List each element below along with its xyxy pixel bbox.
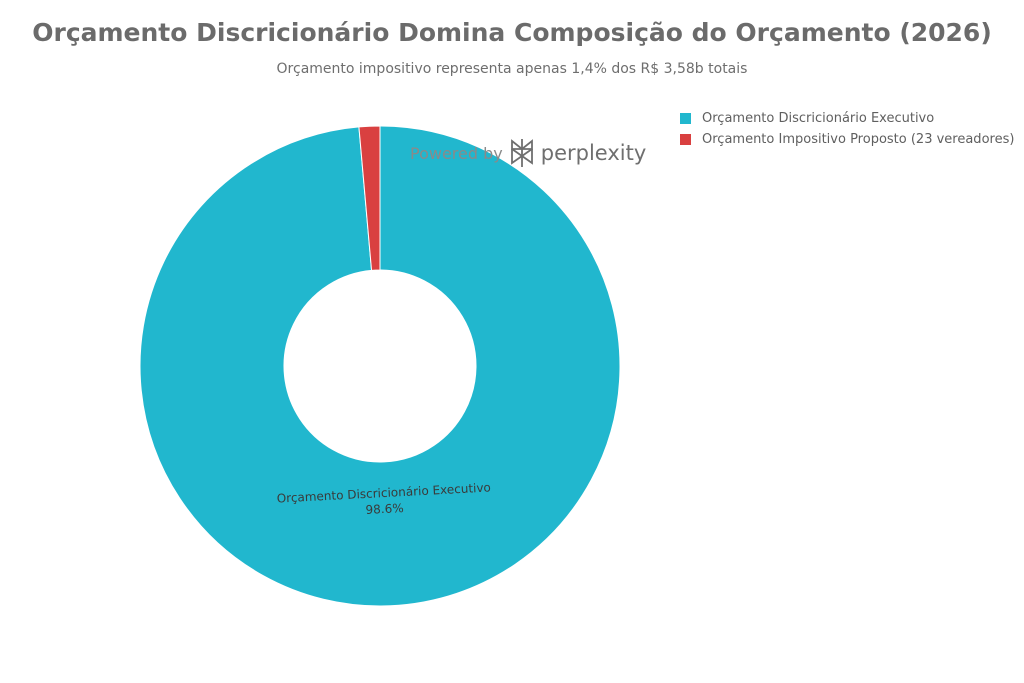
legend-label-impositivo: Orçamento Impositivo Proposto (23 veread… — [702, 132, 1015, 147]
watermark-brand: perplexity — [540, 141, 647, 165]
legend-swatch-impositivo — [680, 134, 691, 145]
legend-swatch-discricionario — [680, 113, 691, 124]
legend-item-discricionario[interactable]: Orçamento Discricionário Executivo — [680, 108, 1014, 129]
chart-title: Orçamento Discricionário Domina Composiç… — [32, 18, 992, 47]
perplexity-watermark: Powered by perplexity — [410, 138, 646, 168]
perplexity-logo-icon — [510, 139, 533, 167]
chart-legend: Orçamento Discricionário Executivo Orçam… — [680, 108, 1014, 150]
legend-item-impositivo[interactable]: Orçamento Impositivo Proposto (23 veread… — [680, 129, 1014, 150]
donut-slice-1[interactable] — [358, 125, 381, 271]
slice-percent-label: 98.6% — [365, 501, 404, 517]
legend-label-discricionario: Orçamento Discricionário Executivo — [702, 111, 935, 126]
watermark-powered-by: Powered by — [410, 143, 503, 163]
chart-subtitle: Orçamento impositivo representa apenas 1… — [276, 61, 748, 77]
donut-slice-0[interactable] — [139, 125, 621, 607]
